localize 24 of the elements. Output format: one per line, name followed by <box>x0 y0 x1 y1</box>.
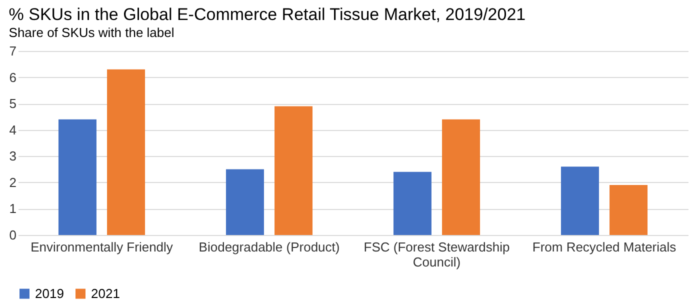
y-tick-label: 0 <box>9 228 16 242</box>
y-tick-label: 2 <box>9 174 16 190</box>
x-tick-label: Environmentally Friendly <box>30 240 174 254</box>
x-tick-label: FSC (Forest Stewardship Council) <box>364 240 510 270</box>
bar <box>442 119 480 235</box>
legend-label: 2021 <box>91 286 120 301</box>
bar <box>393 172 432 235</box>
bar <box>274 106 313 235</box>
y-tick-label: 7 <box>9 44 16 58</box>
chart-subtitle: Share of SKUs with the label <box>8 25 174 40</box>
chart-title: % SKUs in the Global E-Commerce Retail Tissue Market, 2019/2021 <box>8 5 526 24</box>
legend-label: 2019 <box>35 286 64 301</box>
y-tick-label: 1 <box>9 201 16 216</box>
bar <box>58 119 96 235</box>
bar <box>107 69 146 235</box>
y-tick-label: 5 <box>9 96 16 112</box>
bar <box>610 185 648 235</box>
y-tick-label: 6 <box>9 70 16 85</box>
x-tick-label: From Recycled Materials <box>532 240 677 254</box>
x-tick-label: Biodegradable (Product) <box>198 240 340 254</box>
bar <box>560 166 599 235</box>
y-tick-label: 4 <box>9 122 16 138</box>
bar <box>226 169 264 235</box>
y-tick-label: 3 <box>9 148 16 164</box>
